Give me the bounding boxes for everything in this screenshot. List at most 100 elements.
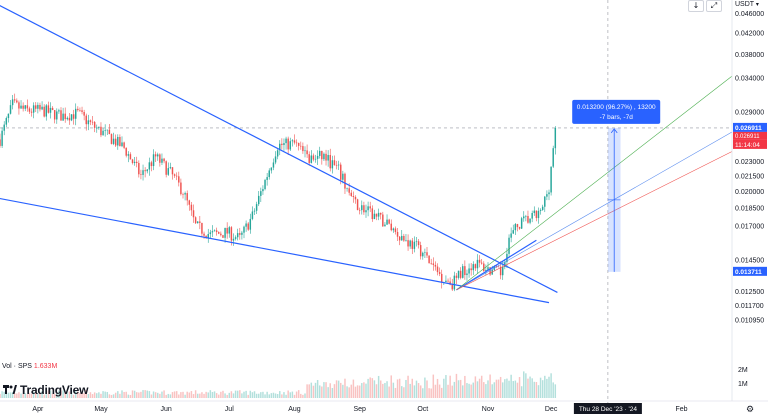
volume-bar	[114, 392, 117, 398]
candle-body	[209, 232, 212, 235]
candle-body	[445, 280, 447, 283]
current-price-badge	[733, 122, 767, 132]
candle-body	[321, 150, 323, 160]
candle-body	[483, 263, 485, 271]
volume-bar	[419, 385, 422, 398]
candle-body	[428, 255, 430, 264]
volume-bar	[464, 375, 466, 398]
volume-bar	[455, 373, 458, 398]
trendline-channel-line[interactable]	[456, 239, 537, 291]
gear-icon[interactable]: ⚙	[746, 405, 754, 415]
candle-body	[318, 150, 321, 156]
volume-bar	[138, 392, 140, 398]
volume-bar	[403, 387, 405, 398]
currency-label: USDT	[735, 1, 754, 8]
arrow-down-button[interactable]: ↓	[688, 0, 704, 12]
volume-bar	[199, 393, 201, 398]
volume-bar	[291, 391, 294, 398]
volume-bar	[148, 391, 151, 398]
candle-body	[367, 206, 369, 211]
volume-bar	[7, 392, 10, 398]
candle-body	[344, 173, 346, 189]
volume-bar	[51, 393, 54, 398]
grid	[0, 0, 732, 403]
price-tick-label: 0.017000	[735, 223, 764, 230]
candle-body	[224, 227, 226, 238]
fan-red[interactable]	[456, 151, 733, 291]
volume-bar	[249, 390, 252, 398]
candle-body	[352, 196, 355, 197]
volume-bar	[43, 394, 45, 398]
fullscreen-button[interactable]: ⤢	[706, 0, 722, 12]
price-tick-label: 0.012500	[735, 289, 764, 296]
candle-body	[390, 223, 392, 231]
volume-bar	[365, 383, 367, 398]
volume-bar	[554, 384, 557, 398]
countdown-label: 11:14:04	[735, 142, 760, 149]
volume-bar	[308, 384, 310, 398]
currency-selector[interactable]: USDT ▾	[735, 1, 759, 8]
volume-bar	[491, 384, 493, 398]
candle-body	[499, 266, 502, 276]
tradingview-logo[interactable]: TradingView	[3, 383, 88, 397]
measure-tool[interactable]: 0.013200 (96.27%) , 13200 -7 bars, -7d	[572, 99, 661, 272]
candle-body	[422, 252, 424, 257]
candle-body	[203, 233, 205, 236]
volume-bar	[262, 391, 264, 398]
time-tick-label: Nov	[482, 406, 495, 413]
trendline-lower-support[interactable]	[0, 197, 550, 304]
candle-body	[382, 214, 384, 227]
candle-body	[533, 210, 536, 213]
drawings[interactable]	[0, 4, 733, 304]
candle-body	[112, 138, 115, 144]
candle-body	[13, 99, 16, 101]
volume-bar	[426, 380, 428, 398]
candle-body	[81, 110, 83, 112]
volume-bars	[0, 371, 557, 398]
candle-body	[150, 162, 153, 167]
volume-bar	[49, 390, 52, 398]
candle-body	[462, 266, 464, 278]
candle-body	[304, 150, 306, 152]
candle-body	[140, 174, 142, 175]
volume-bar	[520, 386, 523, 398]
candle-body	[398, 236, 401, 241]
candle-body	[58, 110, 60, 112]
candle-body	[9, 105, 12, 114]
secondary-price-badge	[733, 131, 767, 140]
time-tick-label: Sep	[353, 406, 366, 413]
candle-body	[239, 233, 241, 235]
volume-bar	[417, 383, 420, 398]
volume-bar	[327, 387, 329, 398]
fan-green[interactable]	[456, 75, 733, 291]
candle-body	[0, 139, 1, 146]
candle-body	[272, 162, 275, 168]
volume-bar	[344, 378, 346, 398]
candle-body	[266, 177, 268, 180]
volume-bar	[499, 376, 502, 398]
candle-body	[62, 113, 64, 121]
time-axis[interactable]: Apr May Jun Jul Aug Sep Oct Nov Dec Feb Thu 28 Dec…	[0, 400, 768, 415]
candle-body	[196, 221, 199, 224]
price-tick-label: 0.046000	[735, 11, 764, 18]
volume-bar	[251, 392, 254, 398]
candle-body	[5, 118, 8, 125]
candle-body	[316, 155, 319, 159]
volume-bar	[436, 378, 439, 398]
candle-body	[173, 174, 176, 176]
volume-bar	[523, 371, 525, 398]
price-tick-label: 0.042000	[735, 30, 764, 37]
candle-body	[274, 156, 277, 163]
candle-body	[337, 164, 340, 166]
trendline-upper-resistance[interactable]	[0, 4, 558, 293]
time-tick-label: Jul	[225, 406, 234, 413]
volume-bar	[331, 387, 334, 398]
price-axis[interactable]: 0.046000 0.042000 0.038000 0.034000 0.029000…	[731, 0, 767, 401]
volume-bar	[440, 387, 443, 398]
candle-body	[541, 206, 544, 210]
fan-blue[interactable]	[456, 131, 733, 291]
candle-body	[308, 154, 310, 163]
time-tick-label: Aug	[288, 406, 301, 413]
candle-body	[100, 126, 102, 136]
